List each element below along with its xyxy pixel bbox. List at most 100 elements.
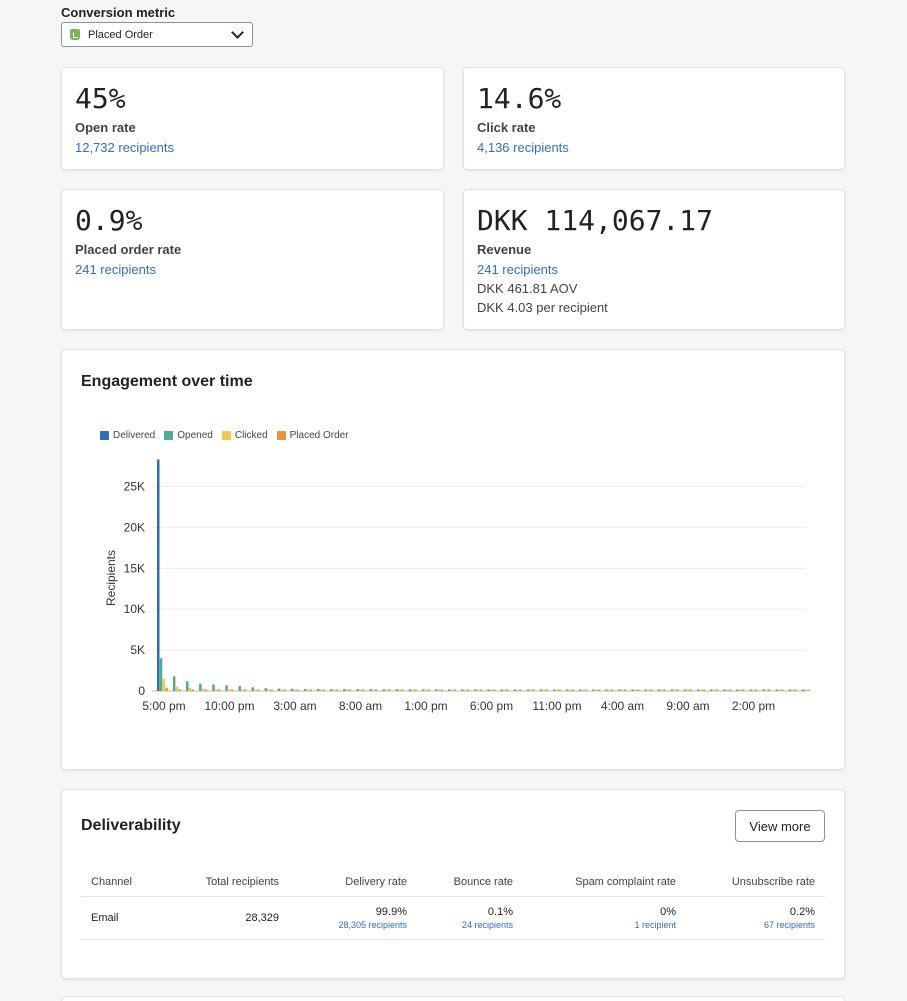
- bar: [217, 689, 221, 691]
- col-unsubscribe-rate: Unsubscribe rate: [686, 868, 825, 897]
- bar: [644, 689, 647, 691]
- x-tick-label: 4:00 am: [601, 699, 644, 713]
- bar: [238, 686, 241, 691]
- click-rate-recipients-link[interactable]: 4,136 recipients: [477, 140, 569, 155]
- bar: [388, 689, 391, 691]
- bar: [317, 688, 320, 691]
- delivery-recipients-link[interactable]: 28,305 recipients: [338, 919, 407, 930]
- open-rate-recipients-link[interactable]: 12,732 recipients: [75, 140, 175, 155]
- bar: [647, 689, 650, 691]
- bar: [592, 689, 595, 691]
- bar: [571, 689, 574, 691]
- bar: [186, 681, 189, 691]
- bar: [545, 689, 548, 691]
- conversion-metric-select[interactable]: Placed Order: [61, 22, 253, 47]
- bar: [555, 689, 559, 691]
- bar: [637, 689, 640, 691]
- delivery-pct: 99.9%: [375, 905, 407, 918]
- x-tick-label: 5:00 pm: [142, 699, 185, 713]
- bar: [804, 689, 807, 691]
- bar: [699, 689, 703, 691]
- bar: [162, 678, 166, 691]
- bar: [228, 689, 231, 691]
- revenue-label: Revenue: [477, 242, 532, 257]
- bar: [296, 689, 299, 691]
- bar: [257, 689, 260, 691]
- bar: [477, 689, 480, 691]
- bar: [440, 689, 443, 691]
- bar: [159, 658, 163, 691]
- bar: [188, 687, 192, 691]
- engagement-title: Engagement over time: [81, 373, 253, 390]
- bar: [201, 688, 205, 691]
- y-tick-label: 5K: [130, 643, 145, 657]
- bounce-recipients-link[interactable]: 24 recipients: [461, 919, 513, 930]
- deliverability-card: Deliverability View more Channel Total r…: [61, 789, 845, 979]
- cell-delivery: 99.9% 28,305 recipients: [289, 896, 417, 940]
- legend-label: Clicked: [234, 430, 268, 441]
- bar: [306, 689, 310, 691]
- y-tick-label: 0: [138, 684, 145, 698]
- bar: [568, 689, 572, 691]
- click-rate-card: 14.6% Click rate 4,136 recipients: [463, 67, 845, 170]
- bar: [427, 689, 430, 691]
- bar: [552, 689, 556, 691]
- bar: [728, 689, 732, 691]
- bar: [506, 689, 509, 691]
- bar: [754, 689, 758, 691]
- bar: [752, 689, 755, 691]
- engagement-card: Engagement over time Delivered Opened Cl…: [61, 349, 845, 770]
- x-tick-label: 3:00 am: [273, 699, 316, 713]
- bar: [736, 689, 739, 691]
- bar: [290, 688, 294, 691]
- placed-order-recipients-link[interactable]: 241 recipients: [75, 262, 156, 277]
- bar: [395, 689, 399, 691]
- click-rate-label: Click rate: [477, 120, 536, 135]
- open-rate-label: Open rate: [75, 120, 136, 135]
- bar: [191, 689, 195, 691]
- bar: [689, 689, 692, 691]
- bar: [385, 689, 388, 691]
- cell-spam: 0% 1 recipient: [523, 896, 686, 940]
- revenue-value: DKK 114,067.17: [477, 204, 714, 237]
- legend-item-placed-order[interactable]: Placed Order: [276, 430, 349, 441]
- bar: [479, 689, 483, 691]
- bar: [660, 689, 663, 691]
- bar: [529, 689, 532, 691]
- cell-bounce: 0.1% 24 recipients: [417, 896, 523, 940]
- unsubscribe-recipients-link[interactable]: 67 recipients: [763, 919, 815, 930]
- bar: [741, 689, 745, 691]
- conversion-metric-label: Conversion metric: [61, 5, 176, 20]
- bar: [361, 689, 365, 691]
- view-more-button[interactable]: View more: [735, 810, 825, 842]
- bar: [434, 689, 438, 691]
- bar: [293, 689, 297, 691]
- bar: [346, 689, 349, 691]
- revenue-recipients-link[interactable]: 241 recipients: [477, 262, 558, 277]
- revenue-per-recipient: DKK 4.03 per recipient: [477, 300, 608, 315]
- legend-item-opened[interactable]: Opened: [164, 430, 213, 441]
- bar: [421, 689, 425, 691]
- legend-label: Delivered: [113, 430, 156, 441]
- bar: [532, 689, 535, 691]
- bar: [503, 689, 506, 691]
- bar: [801, 689, 805, 691]
- bar: [408, 689, 412, 691]
- col-delivery-rate: Delivery rate: [289, 868, 417, 897]
- bar: [463, 689, 467, 691]
- x-tick-label: 8:00 am: [339, 699, 382, 713]
- bar: [621, 689, 624, 691]
- placed-order-rate-value: 0.9%: [75, 204, 143, 237]
- spam-recipients-link[interactable]: 1 recipient: [634, 919, 676, 930]
- bar: [453, 689, 457, 691]
- bar: [781, 689, 784, 691]
- col-total-recipients: Total recipients: [171, 868, 289, 897]
- bar: [670, 689, 674, 691]
- legend-item-clicked[interactable]: Clicked: [221, 430, 268, 441]
- bar: [280, 689, 283, 691]
- bar: [450, 689, 454, 691]
- cell-channel: Email: [81, 896, 171, 940]
- spam-pct: 0%: [660, 905, 676, 918]
- chart-legend: Delivered Opened Clicked Placed Order: [100, 430, 358, 441]
- legend-item-delivered[interactable]: Delivered: [100, 430, 155, 441]
